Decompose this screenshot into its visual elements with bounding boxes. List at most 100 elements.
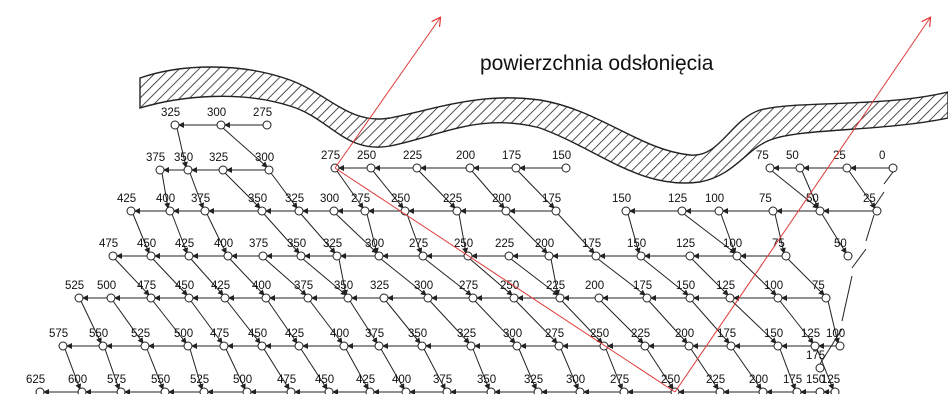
- connector-line: [345, 348, 369, 390]
- node-label: 425: [175, 238, 194, 250]
- grid-node: 125: [676, 238, 695, 261]
- node-circle: [501, 206, 511, 216]
- node-circle: [442, 387, 452, 394]
- grid-node: 150: [764, 328, 783, 351]
- node-circle: [726, 341, 736, 351]
- node-circle: [544, 251, 554, 261]
- node-circle: [636, 251, 646, 261]
- grid-node: 75: [772, 238, 791, 261]
- node-circle: [642, 293, 652, 303]
- grid-node: 150: [612, 193, 631, 216]
- grid-node: 475: [210, 328, 229, 351]
- node-circle: [768, 206, 778, 216]
- grid-node: 425: [175, 238, 194, 261]
- grid-node: 325: [209, 152, 228, 175]
- node-circle: [183, 341, 193, 351]
- connector-line: [171, 213, 189, 254]
- red-arrows: [334, 18, 930, 393]
- connector-line: [224, 172, 261, 209]
- node-label: 275: [253, 107, 272, 119]
- node-circle: [815, 206, 825, 216]
- grid-node: 325: [370, 280, 389, 303]
- node-circle: [343, 293, 353, 303]
- grid-node: 325: [323, 238, 342, 261]
- grid-node: 250: [500, 280, 519, 303]
- node-label: 250: [357, 150, 376, 162]
- grid-node: 50: [834, 238, 853, 261]
- grid-node: 225: [546, 280, 565, 303]
- connector-line: [738, 258, 777, 296]
- node-label: 175: [717, 328, 736, 340]
- connector-line: [380, 348, 405, 390]
- node-label: 250: [661, 374, 680, 386]
- grid-node: 250: [661, 374, 680, 394]
- connector-line: [469, 258, 513, 296]
- grid-node: 25: [833, 150, 852, 173]
- node-label: 325: [161, 107, 180, 119]
- connector-line: [263, 348, 290, 390]
- grid-node: 350: [334, 280, 353, 303]
- grid-node: 525: [190, 374, 209, 394]
- grid-node: 125: [668, 193, 687, 216]
- connector-line: [334, 18, 440, 169]
- node-circle: [183, 165, 193, 175]
- node-circle: [512, 341, 522, 351]
- node-label: 350: [477, 374, 496, 386]
- grid-node: 450: [137, 238, 156, 261]
- grid-node: 400: [330, 328, 349, 351]
- node-label: 100: [764, 280, 783, 292]
- connector-line: [690, 348, 719, 390]
- node-label: 600: [68, 374, 87, 386]
- grid-node: 325: [524, 374, 543, 394]
- node-label: 425: [285, 328, 304, 340]
- node-circle: [714, 206, 724, 216]
- node-label: 275: [459, 280, 478, 292]
- grid-node: 75: [812, 280, 831, 303]
- node-label: 400: [156, 193, 175, 205]
- node-circle: [815, 387, 825, 394]
- node-label: 200: [585, 280, 604, 292]
- connector-line: [264, 258, 307, 296]
- grid-node: 175: [542, 193, 561, 216]
- node-label: 450: [137, 238, 156, 250]
- node-label: 475: [210, 328, 229, 340]
- connector-line: [851, 248, 867, 269]
- connector-line: [380, 258, 427, 296]
- grid-node: 400: [214, 238, 233, 261]
- grid-node: 525: [65, 280, 84, 303]
- node-circle: [773, 341, 783, 351]
- grid-node: 125: [801, 328, 820, 351]
- node-circle: [765, 163, 775, 173]
- grid-node: 75: [759, 193, 778, 216]
- connector-line: [190, 258, 224, 296]
- connector-line: [771, 170, 819, 209]
- node-circle: [257, 206, 267, 216]
- node-label: 325: [370, 280, 389, 292]
- node-circle: [533, 387, 543, 394]
- node-circle: [329, 206, 339, 216]
- connector-line: [302, 258, 347, 296]
- node-label: 550: [89, 328, 108, 340]
- connector-line: [600, 300, 644, 344]
- connector-line: [146, 348, 164, 390]
- grid-node: 450: [248, 328, 267, 351]
- node-label: 325: [285, 193, 304, 205]
- connector-line: [646, 348, 674, 390]
- node-label: 150: [612, 193, 631, 205]
- diagram-title: powierzchnia odsłonięcia: [480, 52, 714, 75]
- node-circle: [412, 163, 422, 173]
- node-circle: [374, 341, 384, 351]
- grid-node: 375: [146, 152, 165, 175]
- node-label: 275: [321, 150, 340, 162]
- node-circle: [685, 293, 695, 303]
- connector-line: [873, 191, 885, 208]
- grid-node: 275: [253, 107, 272, 130]
- grid-node: 400: [252, 280, 271, 303]
- node-label: 100: [723, 238, 742, 250]
- connector-line: [114, 258, 150, 296]
- connector-line: [787, 258, 825, 296]
- node-label: 200: [492, 193, 511, 205]
- node-circle: [452, 206, 462, 216]
- node-label: 250: [391, 193, 410, 205]
- node-circle: [619, 387, 629, 394]
